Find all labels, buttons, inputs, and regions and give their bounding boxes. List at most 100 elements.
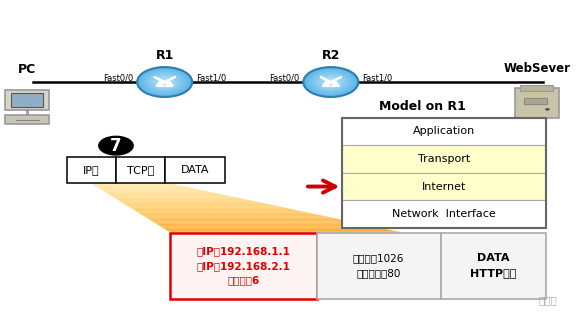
- Text: R2: R2: [322, 49, 340, 62]
- Polygon shape: [114, 198, 244, 199]
- FancyBboxPatch shape: [515, 88, 559, 118]
- Text: R1: R1: [155, 49, 174, 62]
- Circle shape: [319, 76, 342, 88]
- Circle shape: [316, 74, 345, 90]
- Text: Network  Interface: Network Interface: [392, 209, 496, 219]
- Circle shape: [322, 77, 339, 87]
- Polygon shape: [118, 200, 256, 202]
- Circle shape: [313, 73, 348, 91]
- Circle shape: [325, 79, 336, 85]
- Text: IP头: IP头: [84, 165, 100, 175]
- FancyBboxPatch shape: [317, 233, 441, 299]
- Polygon shape: [135, 210, 303, 211]
- Text: PC: PC: [18, 63, 37, 76]
- FancyBboxPatch shape: [342, 200, 546, 228]
- FancyBboxPatch shape: [171, 233, 317, 299]
- Text: Fast0/0: Fast0/0: [103, 73, 133, 82]
- Circle shape: [144, 71, 185, 93]
- Circle shape: [146, 72, 183, 92]
- Circle shape: [163, 81, 166, 83]
- Circle shape: [143, 70, 186, 94]
- Polygon shape: [98, 188, 197, 189]
- FancyBboxPatch shape: [5, 90, 49, 110]
- FancyBboxPatch shape: [342, 145, 546, 173]
- Circle shape: [304, 68, 357, 96]
- FancyBboxPatch shape: [165, 156, 225, 183]
- Text: Transport: Transport: [418, 154, 470, 164]
- Polygon shape: [136, 211, 309, 213]
- Text: 源端口号1026
目的端口号80: 源端口号1026 目的端口号80: [353, 254, 404, 278]
- Circle shape: [324, 78, 338, 86]
- FancyBboxPatch shape: [342, 118, 546, 145]
- Circle shape: [309, 70, 353, 94]
- Circle shape: [160, 80, 169, 85]
- Text: Application: Application: [413, 126, 475, 136]
- Circle shape: [312, 72, 350, 92]
- Text: DATA: DATA: [180, 165, 209, 175]
- Polygon shape: [94, 185, 185, 187]
- FancyBboxPatch shape: [11, 93, 44, 107]
- Polygon shape: [158, 225, 373, 226]
- Circle shape: [310, 71, 351, 93]
- Circle shape: [318, 75, 344, 89]
- Text: 亿速云: 亿速云: [538, 295, 557, 305]
- Polygon shape: [132, 209, 297, 210]
- Text: WebSever: WebSever: [503, 62, 571, 75]
- Circle shape: [162, 80, 168, 84]
- Polygon shape: [113, 197, 238, 198]
- Polygon shape: [168, 231, 403, 233]
- Circle shape: [139, 68, 191, 96]
- Text: 源IP：192.168.1.1
目IP：192.168.2.1
协议号：6: 源IP：192.168.1.1 目IP：192.168.2.1 协议号：6: [197, 246, 291, 286]
- Text: 7: 7: [110, 137, 122, 155]
- Polygon shape: [144, 216, 332, 218]
- Polygon shape: [124, 204, 273, 205]
- Text: Internet: Internet: [422, 182, 466, 192]
- Circle shape: [307, 69, 354, 95]
- Circle shape: [153, 76, 176, 88]
- Text: Fast0/0: Fast0/0: [269, 73, 299, 82]
- Polygon shape: [164, 229, 391, 230]
- Text: Fast1/0: Fast1/0: [196, 73, 226, 82]
- Circle shape: [328, 80, 334, 84]
- Polygon shape: [148, 219, 344, 220]
- Polygon shape: [154, 223, 361, 224]
- Polygon shape: [108, 194, 226, 195]
- Polygon shape: [102, 190, 209, 192]
- FancyBboxPatch shape: [5, 115, 49, 124]
- Circle shape: [156, 77, 173, 87]
- Polygon shape: [150, 220, 350, 221]
- Polygon shape: [130, 208, 291, 209]
- Polygon shape: [120, 202, 262, 203]
- Polygon shape: [96, 187, 191, 188]
- Polygon shape: [161, 226, 379, 228]
- FancyBboxPatch shape: [524, 98, 548, 104]
- Circle shape: [151, 75, 177, 89]
- Circle shape: [303, 67, 358, 97]
- Text: DATA
HTTP荷载: DATA HTTP荷载: [470, 254, 516, 278]
- Circle shape: [148, 74, 180, 91]
- Polygon shape: [166, 230, 397, 231]
- Circle shape: [315, 74, 347, 91]
- Circle shape: [140, 69, 189, 95]
- Circle shape: [321, 77, 341, 88]
- FancyBboxPatch shape: [441, 233, 546, 299]
- Polygon shape: [92, 184, 179, 185]
- Polygon shape: [128, 207, 285, 208]
- FancyBboxPatch shape: [342, 173, 546, 200]
- Polygon shape: [138, 213, 314, 214]
- Polygon shape: [140, 214, 320, 215]
- Circle shape: [545, 108, 550, 110]
- Polygon shape: [153, 221, 356, 223]
- Circle shape: [99, 136, 133, 155]
- Polygon shape: [100, 189, 203, 190]
- Circle shape: [147, 73, 182, 91]
- Polygon shape: [146, 218, 338, 219]
- Circle shape: [150, 74, 179, 90]
- Circle shape: [157, 78, 172, 86]
- Text: Model on R1: Model on R1: [379, 100, 466, 113]
- Circle shape: [137, 67, 192, 97]
- Circle shape: [154, 77, 175, 88]
- Polygon shape: [157, 224, 367, 225]
- Circle shape: [327, 80, 335, 85]
- Circle shape: [329, 81, 332, 83]
